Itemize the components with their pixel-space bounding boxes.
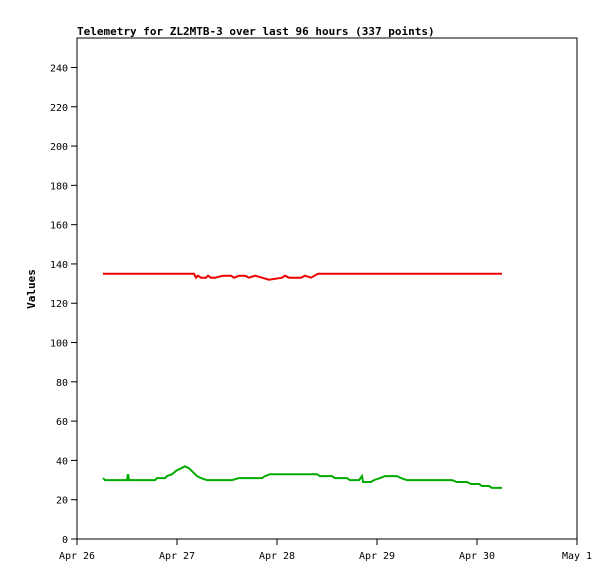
series-line-1 xyxy=(103,272,502,281)
y-tick-label: 200 xyxy=(50,142,68,153)
x-axis: Apr 26 Apr 27 Apr 28 Apr 29 Apr 30 May 1 xyxy=(59,539,592,562)
y-tick-label: 180 xyxy=(50,181,68,192)
series-line-2 xyxy=(102,465,502,489)
y-tick-label: 240 xyxy=(50,63,68,74)
y-tick-label: 60 xyxy=(56,417,68,428)
x-tick-label: Apr 28 xyxy=(259,551,295,562)
y-tick-label: 40 xyxy=(56,456,68,467)
x-tick-label: Apr 27 xyxy=(159,551,195,562)
y-axis-label: Values xyxy=(25,269,38,309)
plot-area xyxy=(76,37,578,540)
chart-title: Telemetry for ZL2MTB-3 over last 96 hour… xyxy=(77,25,435,38)
x-tick-label: May 1 xyxy=(562,551,592,562)
x-tick-label: Apr 30 xyxy=(459,551,495,562)
y-tick-label: 140 xyxy=(50,260,68,271)
y-tick-label: 160 xyxy=(50,221,68,232)
x-tick-label: Apr 26 xyxy=(59,551,95,562)
series-layer xyxy=(102,272,502,489)
y-tick-label: 80 xyxy=(56,378,68,389)
y-tick-label: 100 xyxy=(50,339,68,350)
x-tick-label: Apr 29 xyxy=(359,551,395,562)
y-tick-label: 0 xyxy=(62,535,68,546)
y-tick-label: 20 xyxy=(56,496,68,507)
y-axis: 0 20 40 60 80 100 120 140 160 180 200 220 240 xyxy=(50,63,77,546)
y-tick-label: 120 xyxy=(50,299,68,310)
y-tick-label: 220 xyxy=(50,103,68,114)
